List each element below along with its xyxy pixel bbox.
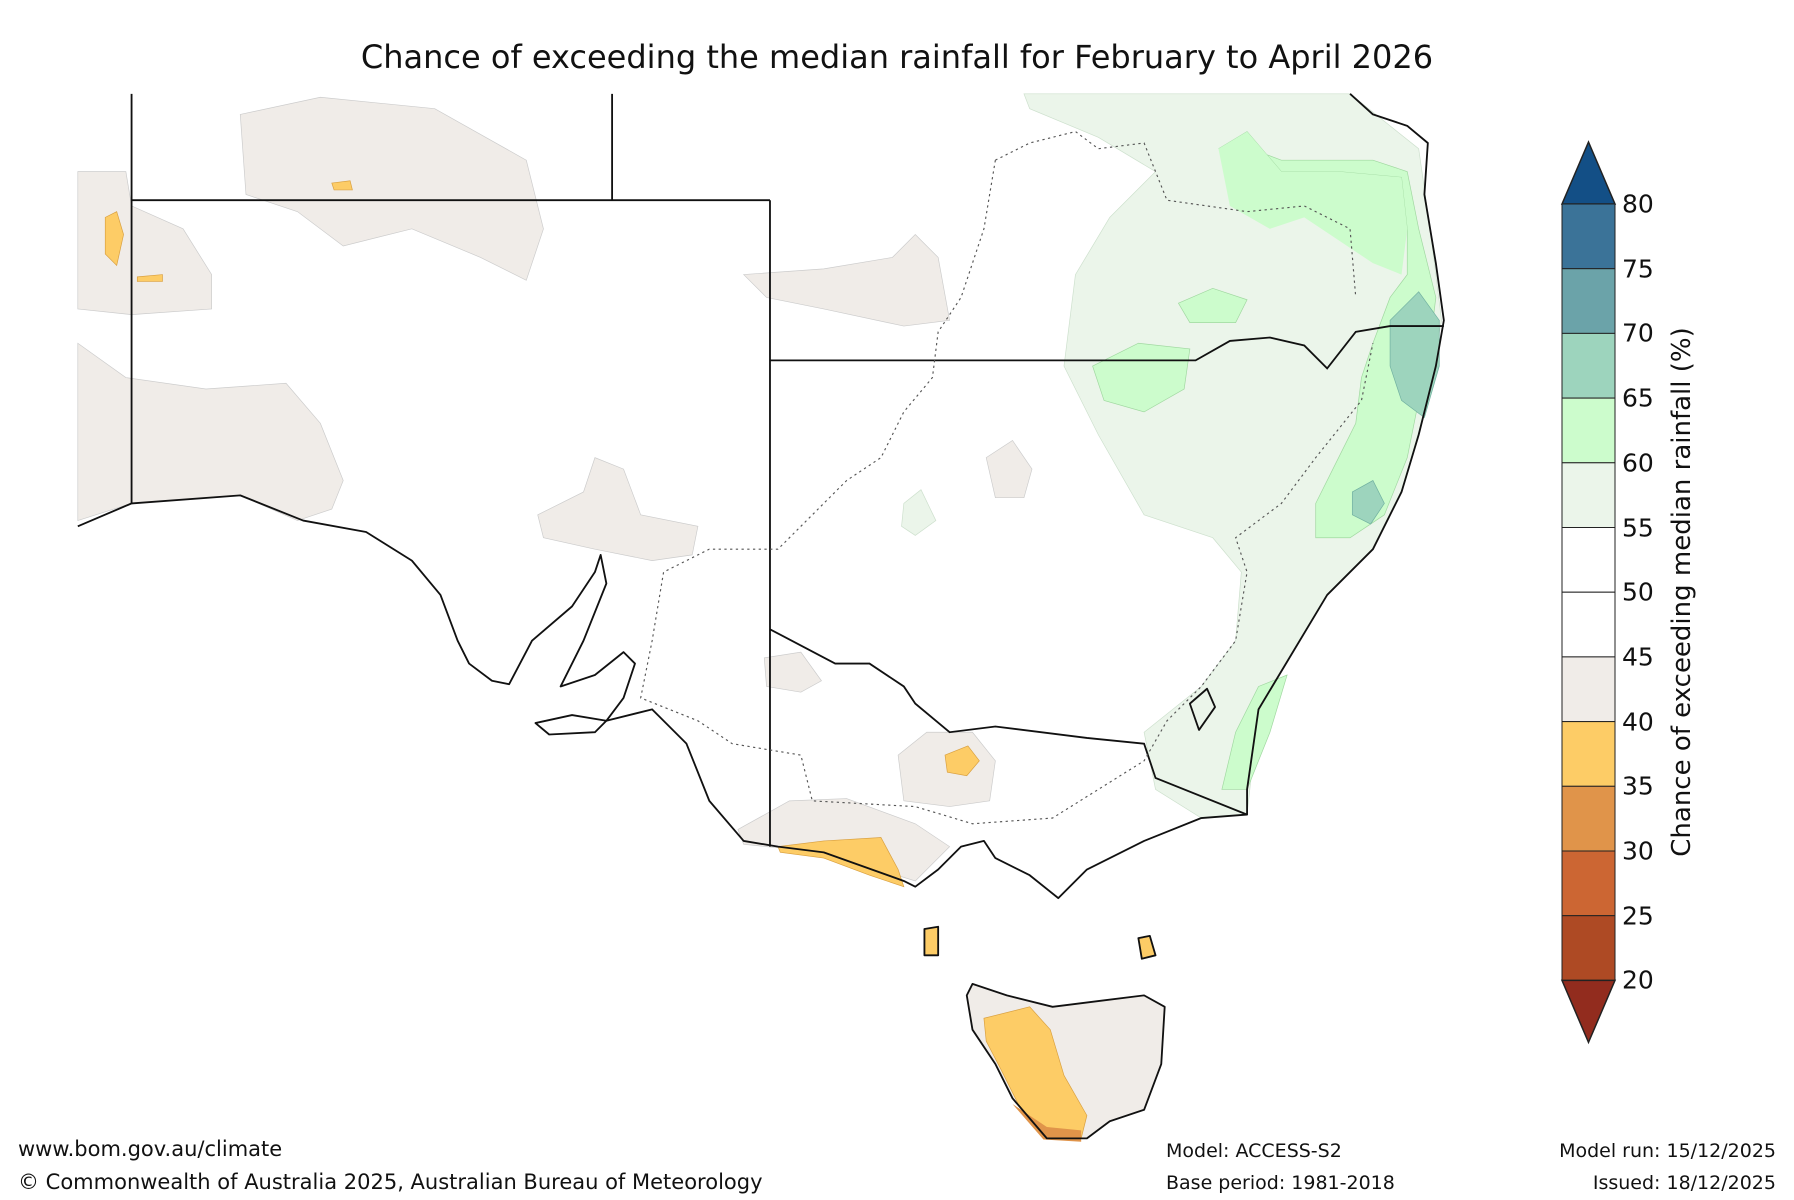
colorbar-under-arrow xyxy=(1560,979,1617,1045)
region-green-qld xyxy=(1218,131,1408,275)
model-run-date: Model run: 15/12/2025 xyxy=(1559,1140,1776,1162)
colorbar-tick: 35 xyxy=(1622,771,1654,801)
region-orange-nt xyxy=(331,180,353,191)
basin-boundary xyxy=(640,130,1374,825)
colorbar-label: Chance of exceeding median rainfall (%) xyxy=(1667,327,1697,857)
colorbar-band-25-30 xyxy=(1561,850,1616,917)
colorbar-tick: 30 xyxy=(1622,836,1654,866)
region-teal-north-coast xyxy=(1389,291,1440,419)
map-title: Chance of exceeding the median rainfall … xyxy=(360,38,1434,76)
kangaroo-island xyxy=(534,714,608,736)
copyright: © Commonwealth of Australia 2025, Austra… xyxy=(18,1170,763,1194)
colorbar-tick: 25 xyxy=(1622,901,1654,931)
colorbar xyxy=(1560,140,1617,1045)
region-sa-central xyxy=(537,457,699,561)
colorbar-band-20-25 xyxy=(1561,915,1616,981)
colorbar-over-arrow xyxy=(1560,140,1617,205)
region-nsw-west xyxy=(985,440,1033,499)
colorbar-tick: 40 xyxy=(1622,707,1654,737)
colorbar-band-65-70 xyxy=(1561,332,1616,399)
region-teal-mid-coast xyxy=(1351,480,1385,525)
region-orange-vic-sw xyxy=(777,837,905,888)
region-wa-south xyxy=(77,342,344,522)
region-vic-nw xyxy=(763,651,822,693)
tasmania-outline xyxy=(965,983,1166,1140)
model-name: Model: ACCESS-S2 xyxy=(1166,1140,1342,1162)
region-wa-north xyxy=(77,171,213,315)
region-orange-wa xyxy=(104,211,124,267)
colorbar-band-55-60 xyxy=(1561,462,1616,528)
colorbar-band-75-80 xyxy=(1561,203,1616,270)
region-green-border xyxy=(1177,287,1248,323)
colorbar-tick: 80 xyxy=(1622,189,1654,219)
colorbar-band-50-55 xyxy=(1561,527,1616,593)
region-green-nsw-inland xyxy=(901,489,937,536)
issued-date: Issued: 18/12/2025 xyxy=(1592,1172,1776,1194)
colorbar-band-30-35 xyxy=(1561,785,1616,852)
colorbar-tick: 45 xyxy=(1622,642,1654,672)
region-orange-wa2 xyxy=(136,274,163,282)
region-orange-vic xyxy=(944,745,980,777)
coastline xyxy=(77,93,1445,1140)
colorbar-tick: 75 xyxy=(1622,254,1654,284)
colorbar-tick: 55 xyxy=(1622,513,1654,542)
region-orange-king-island xyxy=(924,926,939,956)
region-qld-west xyxy=(742,234,951,327)
colorbar-tick: 60 xyxy=(1622,448,1654,478)
colorbar-tick: 70 xyxy=(1622,318,1654,348)
colorbar-tick: 50 xyxy=(1622,577,1654,607)
colorbar-band-60-65 xyxy=(1561,397,1616,464)
region-nt-south xyxy=(239,96,544,281)
colorbar-tick: 20 xyxy=(1622,965,1654,995)
website-url[interactable]: www.bom.gov.au/climate xyxy=(18,1137,283,1161)
colorbar-tick: 65 xyxy=(1622,383,1654,413)
colorbar-band-35-40 xyxy=(1561,721,1616,787)
colorbar-band-70-75 xyxy=(1561,268,1616,334)
colorbar-band-40-45 xyxy=(1561,656,1616,723)
region-green-coast xyxy=(1218,131,1437,539)
region-tas-southwest xyxy=(1012,1104,1082,1142)
below-median-regions xyxy=(77,96,1166,1139)
base-period: Base period: 1981-2018 xyxy=(1166,1172,1395,1194)
colorbar-band-45-50 xyxy=(1561,591,1616,658)
